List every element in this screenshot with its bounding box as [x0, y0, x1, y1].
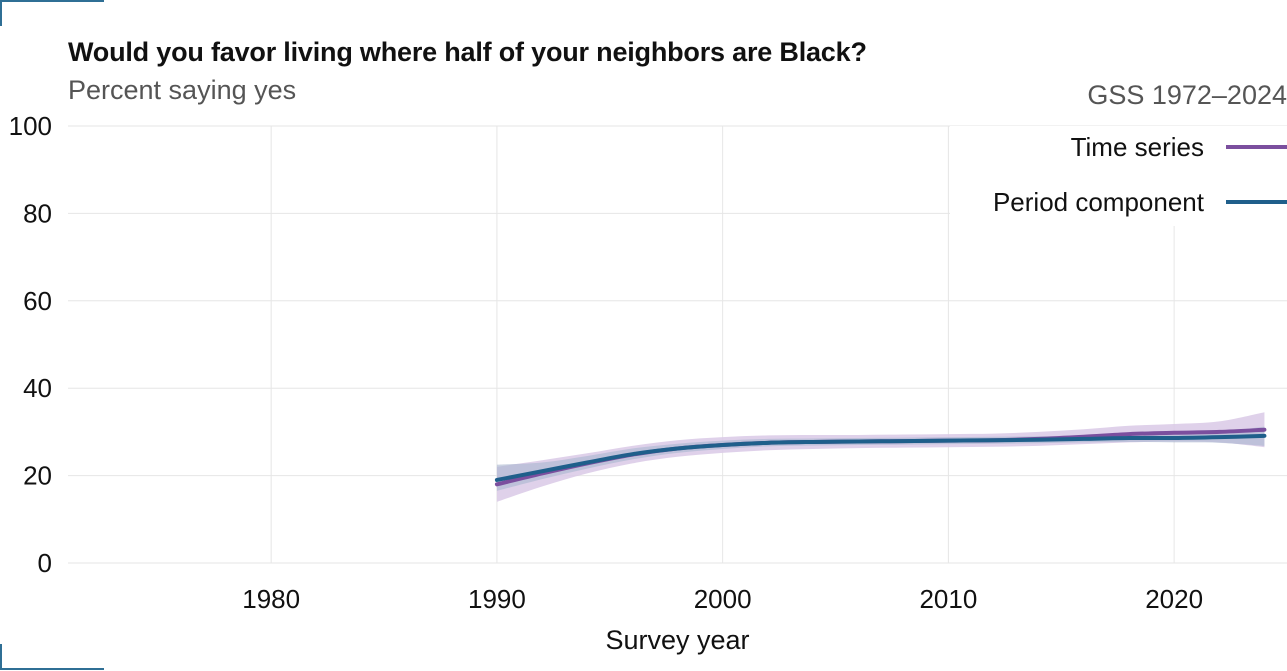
x-tick-label-2010: 2010	[919, 584, 977, 614]
frame-corner-bottom	[0, 668, 104, 670]
x-tick-label-1990: 1990	[468, 584, 526, 614]
chart-subtitle: Percent saying yes	[68, 75, 297, 105]
frame-corner-top-vertical	[0, 0, 2, 26]
y-tick-label-40: 40	[23, 373, 52, 403]
legend-label-time-series: Time series	[1071, 132, 1204, 162]
y-tick-label-0: 0	[38, 548, 52, 578]
chart-title: Would you favor living where half of you…	[68, 37, 867, 67]
legend-label-period-component: Period component	[993, 187, 1205, 217]
y-tick-label-100: 100	[9, 111, 52, 141]
frame-corner-top	[0, 0, 104, 2]
legend-background	[950, 126, 1287, 226]
x-tick-label-1980: 1980	[242, 584, 300, 614]
frame-corner-bottom-vertical	[0, 644, 2, 670]
y-tick-label-20: 20	[23, 461, 52, 491]
time-series-band	[496, 412, 1265, 502]
y-tick-label-60: 60	[23, 286, 52, 316]
period-component-line	[494, 433, 1267, 482]
y-tick-label-80: 80	[23, 198, 52, 228]
x-tick-label-2000: 2000	[694, 584, 752, 614]
chart-source: GSS 1972–2024	[1087, 80, 1287, 110]
x-axis-label: Survey year	[605, 625, 749, 655]
x-tick-label-2020: 2020	[1145, 584, 1203, 614]
